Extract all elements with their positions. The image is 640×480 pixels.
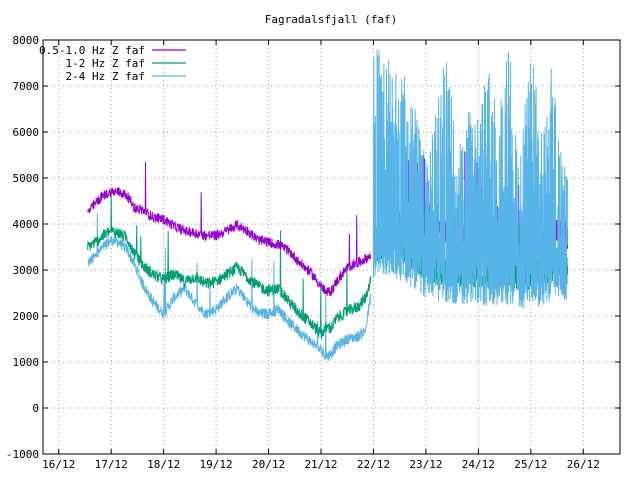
y-tick-label: 1000 <box>13 356 40 369</box>
x-tick-label: 20/12 <box>252 458 285 471</box>
x-tick-label: 23/12 <box>409 458 442 471</box>
x-tick-label: 21/12 <box>304 458 337 471</box>
y-tick-label: 5000 <box>13 172 40 185</box>
noisy-band-group <box>373 49 568 309</box>
y-tick-label: 7000 <box>13 80 40 93</box>
y-tick-label: 3000 <box>13 264 40 277</box>
y-tick-label: 4000 <box>13 218 40 231</box>
x-tick-label: 18/12 <box>147 458 180 471</box>
x-tick-label: 16/12 <box>42 458 75 471</box>
legend-label: 1-2 Hz Z faf <box>66 57 145 70</box>
y-tick-label: 0 <box>32 402 39 415</box>
series-line <box>87 212 372 362</box>
y-tick-label: 8000 <box>13 34 40 47</box>
plot-frame <box>42 39 621 455</box>
series-line <box>87 192 372 340</box>
x-tick-label: 22/12 <box>357 458 390 471</box>
chart-title: Fagradalsfjall (faf) <box>265 13 397 26</box>
x-tick-label: 17/12 <box>95 458 128 471</box>
y-tick-label: -1000 <box>6 448 39 461</box>
legend-label: 0.5-1.0 Hz Z faf <box>39 44 145 57</box>
x-tick-label: 26/12 <box>567 458 600 471</box>
y-tick-label: 2000 <box>13 310 40 323</box>
x-tick-label: 25/12 <box>514 458 547 471</box>
x-tick-label: 24/12 <box>462 458 495 471</box>
series-line <box>87 162 372 297</box>
axis-ticks: -1000 0 1000 2000 3000 4000 5000 6000 7000 8000 16… <box>6 34 620 471</box>
y-tick-label: 6000 <box>13 126 40 139</box>
series-group <box>87 162 372 362</box>
legend-label: 2-4 Hz Z faf <box>66 70 145 83</box>
x-tick-label: 19/12 <box>200 458 233 471</box>
grid-lines <box>43 40 620 454</box>
noisy-band-blue <box>373 49 568 309</box>
